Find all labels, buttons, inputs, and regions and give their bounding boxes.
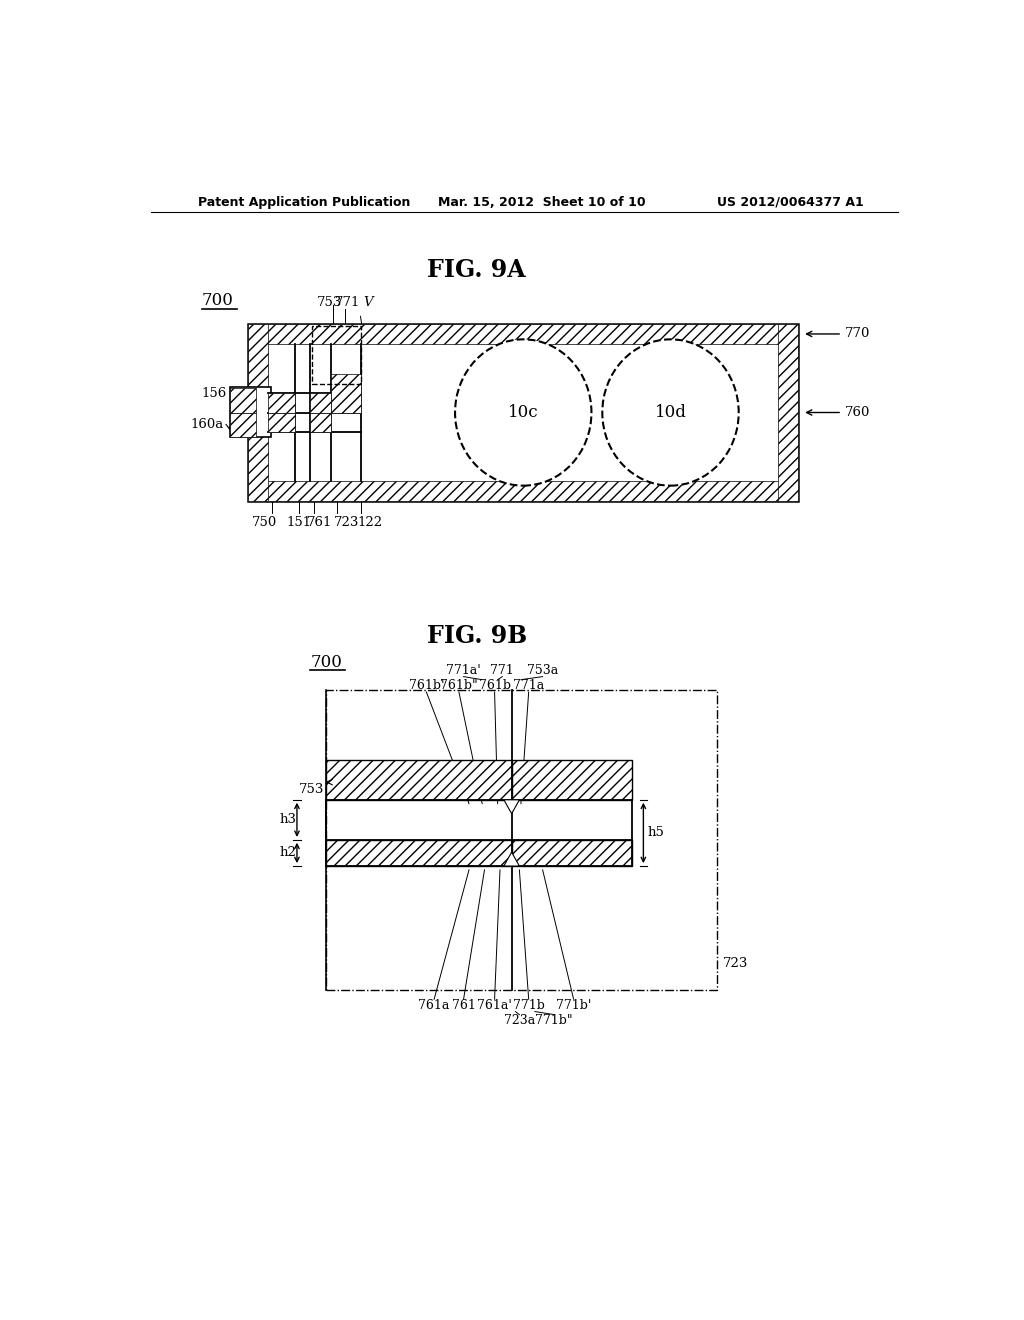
Text: 761a: 761a [419, 999, 450, 1012]
Text: 753a: 753a [527, 664, 558, 677]
Bar [331, 374, 360, 412]
Text: 760: 760 [807, 407, 870, 418]
Bar [230, 387, 271, 437]
Bar [778, 323, 799, 502]
Polygon shape [504, 853, 519, 866]
Text: V: V [364, 296, 373, 309]
Bar [512, 760, 632, 800]
Ellipse shape [602, 339, 738, 486]
Text: 771: 771 [335, 296, 360, 309]
Bar [512, 840, 632, 866]
Text: 770: 770 [807, 327, 870, 341]
Bar [230, 413, 256, 437]
Text: 700: 700 [310, 655, 342, 672]
Bar [312, 326, 360, 384]
Text: h5: h5 [647, 826, 665, 840]
Text: Mar. 15, 2012  Sheet 10 of 10: Mar. 15, 2012 Sheet 10 of 10 [438, 195, 645, 209]
Bar [310, 412, 331, 432]
Text: FIG. 9B: FIG. 9B [427, 624, 526, 648]
Text: 723: 723 [334, 516, 359, 529]
Ellipse shape [455, 339, 592, 486]
Text: Patent Application Publication: Patent Application Publication [198, 195, 411, 209]
Text: 151: 151 [286, 516, 311, 529]
Text: 156: 156 [202, 387, 227, 400]
Text: 122: 122 [357, 516, 382, 529]
Bar [326, 689, 717, 990]
Text: US 2012/0064377 A1: US 2012/0064377 A1 [717, 195, 864, 209]
Text: 10d: 10d [654, 404, 686, 421]
Text: 761b': 761b' [409, 680, 444, 693]
Text: 160a: 160a [190, 417, 223, 430]
Text: 753: 753 [299, 783, 324, 796]
Text: 771a: 771a [513, 680, 545, 693]
Bar [326, 760, 512, 800]
Bar [310, 393, 331, 412]
Bar [248, 323, 799, 502]
Bar [268, 412, 295, 432]
Bar [326, 840, 512, 866]
Bar [248, 480, 799, 502]
Text: h2: h2 [280, 846, 297, 859]
Text: 761b": 761b" [440, 680, 478, 693]
Bar [248, 323, 799, 345]
Text: 753: 753 [317, 296, 342, 309]
Text: 771: 771 [490, 664, 514, 677]
Text: 10c: 10c [508, 404, 539, 421]
Text: 761: 761 [307, 516, 332, 529]
Text: 750: 750 [252, 516, 278, 529]
Text: FIG. 9A: FIG. 9A [427, 257, 526, 282]
Text: 771b": 771b" [536, 1014, 573, 1027]
Text: 761b: 761b [478, 680, 511, 693]
Polygon shape [504, 800, 519, 813]
Text: 761: 761 [452, 999, 475, 1012]
Bar [248, 323, 268, 502]
Text: h3: h3 [280, 813, 297, 826]
Text: 723: 723 [723, 957, 749, 970]
Text: 700: 700 [202, 292, 233, 309]
Text: 761a': 761a' [477, 999, 512, 1012]
Text: 771a': 771a' [446, 664, 481, 677]
Bar [268, 393, 295, 412]
Text: 723a: 723a [504, 1014, 535, 1027]
Bar [230, 388, 256, 412]
Text: 771b': 771b' [556, 999, 591, 1012]
Text: 771b: 771b [513, 999, 545, 1012]
